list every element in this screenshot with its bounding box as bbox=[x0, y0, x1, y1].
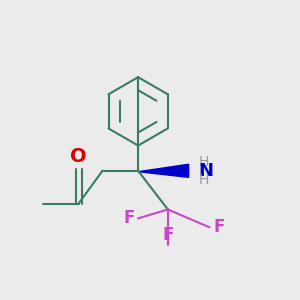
Text: N: N bbox=[198, 162, 213, 180]
Text: O: O bbox=[70, 147, 87, 166]
Polygon shape bbox=[138, 164, 189, 177]
Text: F: F bbox=[162, 226, 173, 244]
Text: H: H bbox=[199, 173, 209, 187]
Text: H: H bbox=[199, 155, 209, 169]
Text: F: F bbox=[213, 218, 224, 236]
Text: F: F bbox=[123, 209, 134, 227]
